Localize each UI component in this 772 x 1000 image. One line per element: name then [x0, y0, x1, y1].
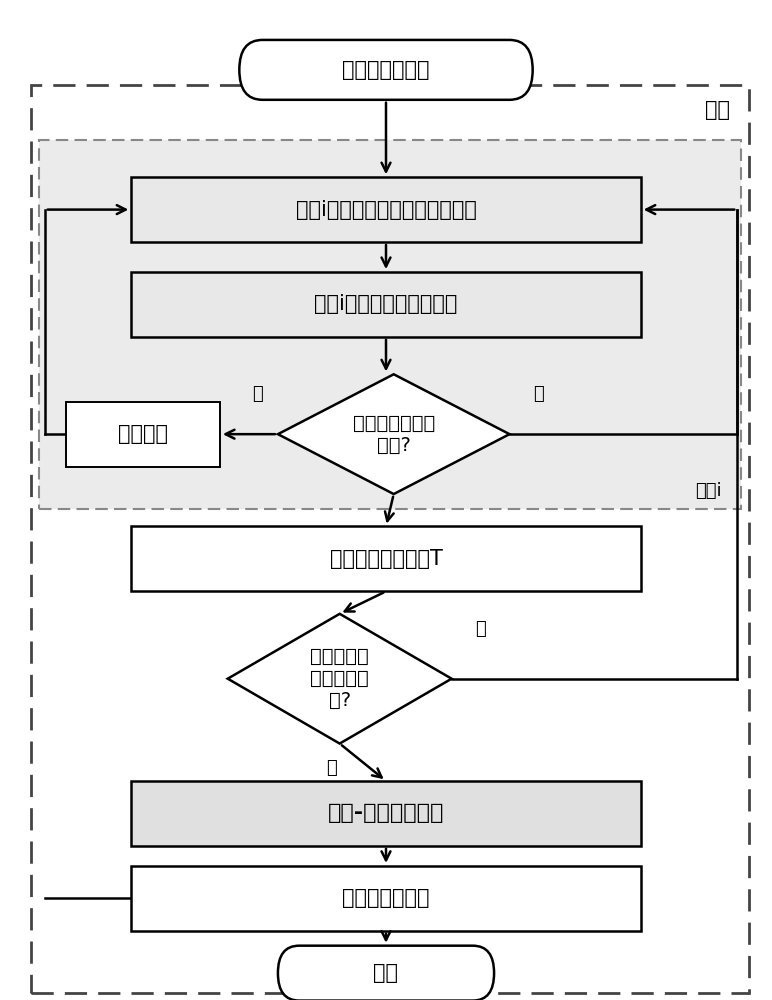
- Text: 最大-最小网络编码: 最大-最小网络编码: [328, 803, 444, 823]
- FancyBboxPatch shape: [39, 140, 741, 509]
- Text: 结束: 结束: [374, 963, 398, 983]
- Text: 是: 是: [475, 620, 486, 638]
- FancyBboxPatch shape: [131, 177, 641, 242]
- FancyBboxPatch shape: [131, 866, 641, 931]
- FancyBboxPatch shape: [31, 85, 749, 993]
- FancyBboxPatch shape: [131, 272, 641, 337]
- Text: 基站构成反馈矩阵T: 基站构成反馈矩阵T: [330, 549, 442, 569]
- Text: 用户i对接收到的数据包进行译码: 用户i对接收到的数据包进行译码: [296, 200, 476, 220]
- Text: 否: 否: [533, 385, 543, 403]
- Text: 否: 否: [327, 759, 337, 777]
- Text: 基站: 基站: [706, 100, 730, 120]
- Text: 保持静默: 保持静默: [118, 424, 168, 444]
- FancyBboxPatch shape: [66, 402, 220, 467]
- Text: 是: 是: [252, 385, 262, 403]
- Text: 基站重传数据包: 基站重传数据包: [342, 888, 430, 908]
- Text: 是否完成数据包
接收?: 是否完成数据包 接收?: [353, 414, 435, 455]
- Text: 所有用户正
确接收数据
包?: 所有用户正 确接收数据 包?: [310, 647, 369, 710]
- FancyBboxPatch shape: [131, 526, 641, 591]
- Text: 用户i: 用户i: [696, 482, 722, 500]
- FancyBboxPatch shape: [278, 946, 494, 1000]
- Text: 基站广播数据包: 基站广播数据包: [342, 60, 430, 80]
- Text: 用户i发送反馈信号给基站: 用户i发送反馈信号给基站: [314, 294, 458, 314]
- FancyBboxPatch shape: [131, 781, 641, 846]
- FancyBboxPatch shape: [239, 40, 533, 100]
- Polygon shape: [278, 374, 510, 494]
- Polygon shape: [228, 614, 452, 744]
